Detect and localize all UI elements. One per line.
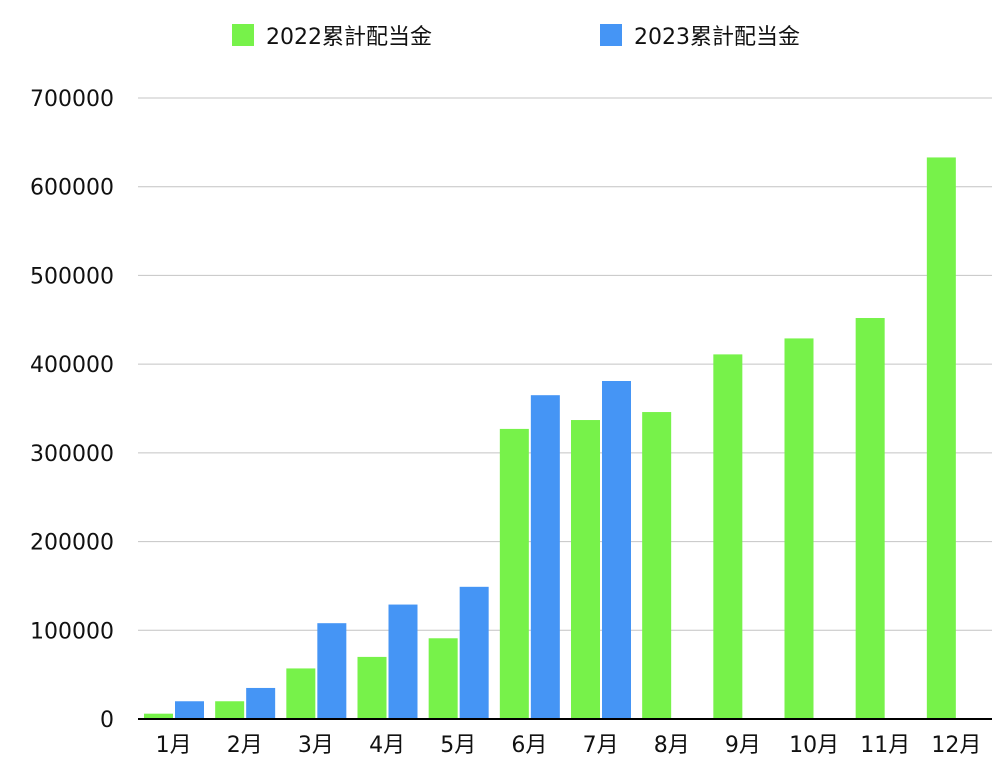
bar-2022: [286, 668, 316, 719]
bar-2023: [317, 623, 347, 719]
x-tick-label: 12月: [931, 733, 981, 758]
y-tick-label: 400000: [30, 353, 114, 378]
bar-2023: [388, 604, 418, 719]
x-tick-label: 4月: [369, 733, 405, 758]
bar-2022: [215, 701, 245, 719]
legend: 2022累計配当金 2023累計配当金: [0, 18, 1006, 52]
y-tick-label: 600000: [30, 176, 114, 201]
bar-2022: [642, 412, 672, 719]
bar-2022: [713, 354, 743, 719]
legend-swatch-2023: [600, 24, 622, 46]
bar-2023: [459, 586, 489, 719]
bar-2022: [571, 420, 600, 719]
bar-2022: [144, 713, 173, 719]
bar-2022: [855, 318, 885, 719]
bar-2022: [926, 157, 956, 719]
x-tick-label: 10月: [789, 733, 839, 758]
legend-label-2023: 2023累計配当金: [634, 25, 800, 50]
bar-2022: [357, 656, 387, 719]
bar-2022: [499, 428, 529, 719]
y-tick-label: 700000: [30, 87, 114, 112]
x-tick-label: 3月: [298, 733, 334, 758]
x-tick-label: 9月: [725, 733, 761, 758]
bar-2023: [602, 380, 631, 719]
x-tick-label: 6月: [511, 733, 547, 758]
y-tick-label: 500000: [30, 264, 114, 289]
y-tick-label: 300000: [30, 442, 114, 467]
legend-item-2022: 2022累計配当金: [232, 18, 432, 52]
legend-item-2023: 2023累計配当金: [600, 18, 800, 52]
legend-swatch-2022: [232, 24, 254, 46]
bar-2023: [246, 687, 276, 719]
bar-2023: [530, 395, 560, 719]
y-tick-label: 200000: [30, 531, 114, 556]
x-tick-label: 11月: [860, 733, 910, 758]
bar-2022: [784, 338, 814, 719]
y-tick-label: 0: [100, 708, 114, 733]
x-tick-label: 5月: [440, 733, 476, 758]
y-tick-label: 100000: [30, 619, 114, 644]
x-tick-label: 1月: [156, 733, 192, 758]
legend-label-2022: 2022累計配当金: [266, 25, 432, 50]
x-tick-label: 7月: [583, 733, 619, 758]
bar-2022: [428, 638, 458, 719]
x-tick-label: 2月: [227, 733, 263, 758]
bar-2023: [175, 701, 204, 719]
x-tick-label: 8月: [654, 733, 690, 758]
